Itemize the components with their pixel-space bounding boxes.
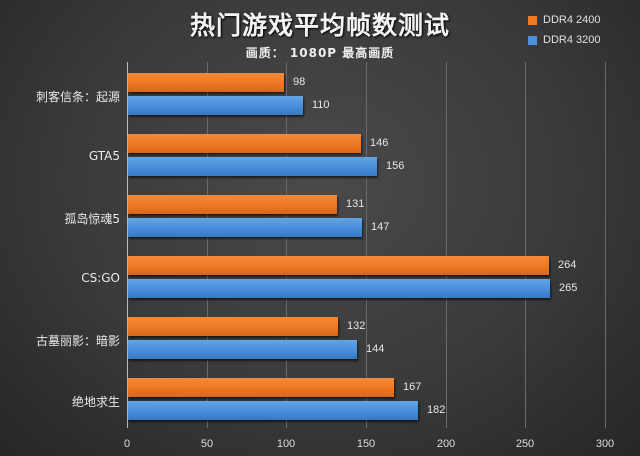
legend-item-ddr4-3200: DDR4 3200 (528, 30, 600, 50)
bar (128, 378, 394, 397)
category-label: 刺客信条：起源 (35, 90, 120, 104)
legend-swatch-blue-icon (528, 35, 537, 45)
data-label: 182 (427, 404, 446, 416)
data-label: 167 (403, 381, 422, 393)
x-tick-label: 50 (200, 438, 214, 450)
data-label: 98 (293, 76, 306, 88)
legend-label: DDR4 3200 (543, 34, 601, 46)
legend-label: DDR4 2400 (543, 14, 601, 26)
category-label: CS:GO (81, 271, 120, 285)
bar (128, 279, 550, 298)
bar (128, 157, 377, 176)
category-label: 孤岛惊魂5 (64, 212, 120, 226)
gridline (286, 62, 287, 428)
legend: DDR4 2400 DDR4 3200 (528, 10, 600, 50)
category-label: GTA5 (88, 149, 120, 163)
gridline (605, 62, 606, 428)
data-label: 147 (371, 221, 390, 233)
bar (128, 218, 362, 237)
bar (128, 340, 357, 359)
data-label: 132 (347, 320, 366, 332)
category-label: 古墓丽影：暗影 (35, 334, 120, 348)
data-label: 156 (386, 160, 405, 172)
x-tick-label: 0 (123, 438, 131, 450)
bar (128, 134, 361, 153)
bar (128, 96, 303, 115)
gridline (525, 62, 526, 428)
x-tick-label: 150 (356, 438, 376, 450)
data-label: 264 (558, 259, 577, 271)
bar (128, 401, 418, 420)
gridline (446, 62, 447, 428)
gridline (207, 62, 208, 428)
data-label: 265 (559, 282, 578, 294)
gridline (366, 62, 367, 428)
chart-subtitle: 画质： 1080P 最高画质 (245, 46, 395, 60)
legend-swatch-orange-icon (528, 15, 537, 25)
data-label: 131 (346, 198, 365, 210)
bar (128, 317, 338, 336)
data-label: 144 (366, 343, 385, 355)
x-tick-label: 200 (436, 438, 456, 450)
data-label: 146 (370, 137, 389, 149)
bar (128, 195, 337, 214)
plot-area: 98 110 146 156 131 147 264 265 132 144 167 182 (127, 62, 606, 428)
chart-title: 热门游戏平均帧数测试 (189, 11, 450, 40)
y-axis-line (127, 62, 128, 428)
x-tick-label: 250 (515, 438, 535, 450)
x-tick-label: 100 (276, 438, 296, 450)
data-label: 110 (312, 99, 330, 111)
category-label: 绝地求生 (71, 395, 120, 409)
bar (128, 256, 549, 275)
legend-item-ddr4-2400: DDR4 2400 (528, 10, 600, 30)
bar (128, 73, 284, 92)
x-tick-label: 300 (595, 438, 615, 450)
